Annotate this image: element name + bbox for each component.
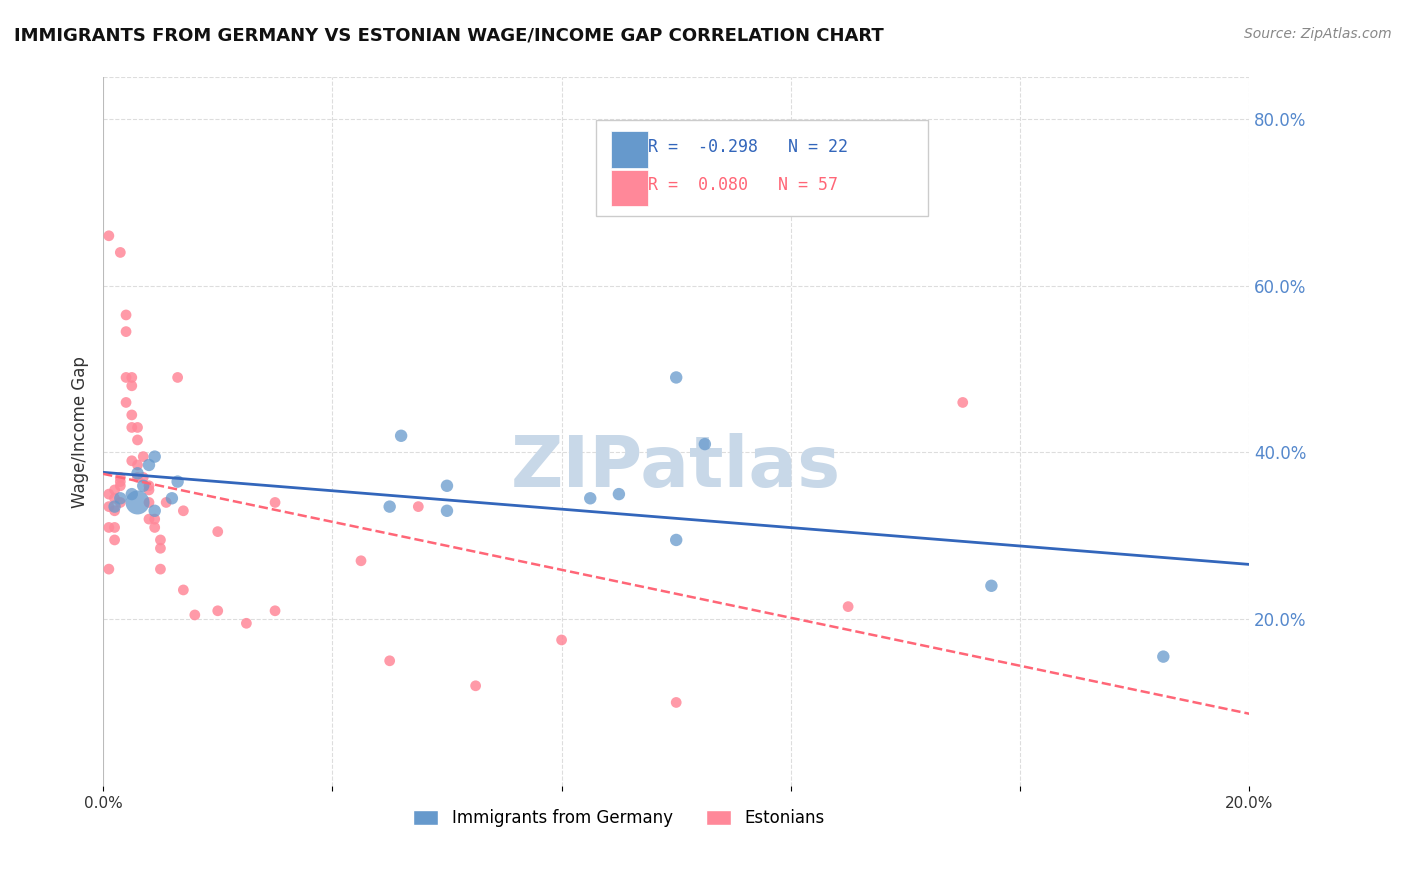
Point — [436, 479, 458, 493]
Point — [110, 475, 132, 489]
Point — [127, 470, 149, 484]
Point — [143, 450, 166, 464]
Point — [207, 524, 229, 539]
Point — [149, 541, 172, 556]
Point — [127, 495, 149, 509]
Point — [143, 504, 166, 518]
Point — [97, 562, 120, 576]
Y-axis label: Wage/Income Gap: Wage/Income Gap — [72, 356, 89, 508]
Point — [115, 325, 138, 339]
Point — [607, 487, 630, 501]
Point — [172, 582, 194, 597]
Point — [184, 607, 207, 622]
Text: R =  -0.298   N = 22: R = -0.298 N = 22 — [648, 138, 848, 156]
Point — [132, 450, 155, 464]
Point — [436, 504, 458, 518]
Point — [837, 599, 859, 614]
Point — [143, 512, 166, 526]
FancyBboxPatch shape — [610, 169, 648, 206]
Point — [138, 512, 160, 526]
Point — [127, 433, 149, 447]
Point — [378, 654, 401, 668]
Point — [127, 467, 149, 481]
Text: IMMIGRANTS FROM GERMANY VS ESTONIAN WAGE/INCOME GAP CORRELATION CHART: IMMIGRANTS FROM GERMANY VS ESTONIAN WAGE… — [14, 27, 884, 45]
Point — [980, 579, 1002, 593]
Point — [115, 370, 138, 384]
Point — [138, 483, 160, 497]
Point — [115, 308, 138, 322]
Point — [138, 458, 160, 472]
Point — [104, 483, 127, 497]
Point — [110, 470, 132, 484]
Point — [115, 395, 138, 409]
Point — [166, 370, 188, 384]
Point — [121, 454, 143, 468]
Point — [172, 504, 194, 518]
Point — [104, 491, 127, 506]
Point — [693, 437, 716, 451]
Point — [160, 491, 183, 506]
Point — [97, 487, 120, 501]
Point — [665, 696, 688, 710]
Point — [155, 495, 177, 509]
Point — [389, 429, 412, 443]
Point — [550, 632, 572, 647]
Point — [110, 495, 132, 509]
Point — [665, 533, 688, 547]
Point — [121, 408, 143, 422]
Point — [143, 520, 166, 534]
Point — [110, 479, 132, 493]
Point — [97, 500, 120, 514]
Point — [952, 395, 974, 409]
Point — [132, 470, 155, 484]
Point — [104, 500, 127, 514]
FancyBboxPatch shape — [610, 131, 648, 168]
FancyBboxPatch shape — [596, 120, 928, 216]
Point — [127, 420, 149, 434]
Point — [97, 520, 120, 534]
Point — [104, 504, 127, 518]
Point — [121, 370, 143, 384]
Text: R =  0.080   N = 57: R = 0.080 N = 57 — [648, 176, 838, 194]
Point — [149, 562, 172, 576]
Point — [121, 420, 143, 434]
Point — [665, 370, 688, 384]
Point — [110, 491, 132, 506]
Point — [350, 554, 373, 568]
Point — [1152, 649, 1174, 664]
Point — [149, 533, 172, 547]
Point — [138, 479, 160, 493]
Point — [235, 616, 257, 631]
Point — [408, 500, 430, 514]
Point — [127, 458, 149, 472]
Point — [104, 520, 127, 534]
Point — [138, 495, 160, 509]
Point — [110, 245, 132, 260]
Point — [264, 604, 287, 618]
Point — [378, 500, 401, 514]
Point — [207, 604, 229, 618]
Point — [579, 491, 602, 506]
Legend: Immigrants from Germany, Estonians: Immigrants from Germany, Estonians — [406, 803, 831, 834]
Point — [104, 533, 127, 547]
Point — [121, 487, 143, 501]
Point — [121, 378, 143, 392]
Point — [264, 495, 287, 509]
Point — [132, 479, 155, 493]
Point — [464, 679, 486, 693]
Text: ZIPatlas: ZIPatlas — [512, 433, 841, 501]
Point — [166, 475, 188, 489]
Point — [97, 228, 120, 243]
Text: Source: ZipAtlas.com: Source: ZipAtlas.com — [1244, 27, 1392, 41]
